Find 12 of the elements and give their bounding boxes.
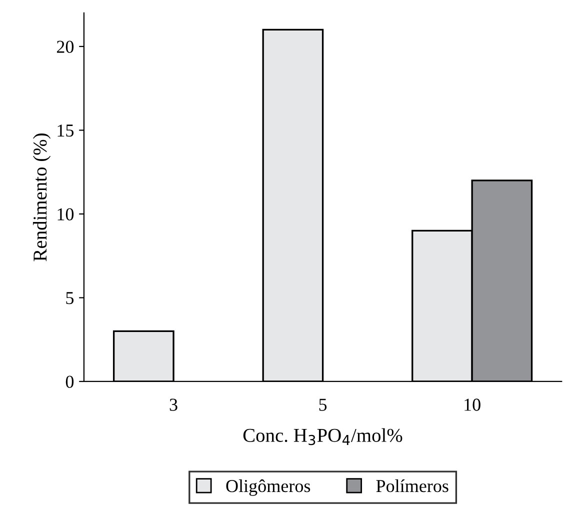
y-tick-label: 15 xyxy=(58,124,74,137)
y-axis-title: Rendimento (%) xyxy=(32,134,51,262)
x-tick-label: 5 xyxy=(319,398,327,411)
x-axis-title: Conc. H$_{3}$PO$_{4}$/mol% xyxy=(243,428,402,446)
y-tick-label: 5 xyxy=(66,292,74,304)
y-tick-label: 20 xyxy=(56,40,74,53)
legend-label: Oligômeros xyxy=(226,479,310,496)
legend-label: Polímeros xyxy=(376,479,448,492)
x-tick-label: 10 xyxy=(464,398,480,411)
x-tick-label: 3 xyxy=(170,398,178,411)
y-tick-label: 0 xyxy=(66,376,74,388)
y-tick-label: 10 xyxy=(58,208,74,220)
